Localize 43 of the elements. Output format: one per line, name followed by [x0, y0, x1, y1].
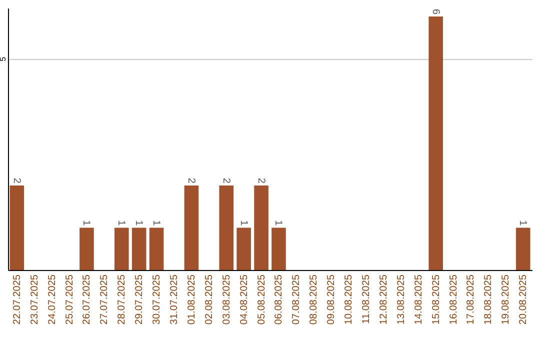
- x-tick-label: 05.08.2025: [256, 274, 268, 325]
- x-tick-label: 15.08.2025: [430, 274, 442, 325]
- data-label: 1: [238, 220, 249, 226]
- x-tick-label: 26.07.2025: [82, 274, 93, 325]
- x-tick-label: 03.08.2025: [221, 274, 232, 325]
- x-tick-label: 23.07.2025: [29, 274, 40, 325]
- x-tick-label: 30.07.2025: [152, 274, 163, 325]
- data-label: 2: [255, 178, 266, 184]
- x-tick-label: 11.08.2025: [361, 274, 372, 324]
- x-tick-label: 02.08.2025: [204, 274, 215, 325]
- x-tick-label: 22.07.2025: [12, 274, 23, 325]
- x-tick-label: 19.08.2025: [500, 274, 512, 325]
- y-tick-label: 5: [0, 56, 8, 62]
- x-tick-label: 12.08.2025: [378, 274, 390, 325]
- data-label: 1: [150, 220, 162, 226]
- x-tick-label: 29.07.2025: [134, 274, 146, 325]
- x-tick-label: 28.07.2025: [116, 274, 128, 325]
- data-label: 2: [220, 178, 232, 184]
- data-label: 1: [517, 220, 528, 226]
- x-tick-label: 04.08.2025: [238, 274, 250, 325]
- data-label: 1: [272, 220, 284, 226]
- x-tick-label: 17.08.2025: [466, 274, 477, 325]
- x-tick-label: 01.08.2025: [186, 274, 198, 325]
- data-label: 1: [116, 220, 127, 226]
- data-label: 1: [80, 220, 92, 226]
- x-tick-label: 18.08.2025: [483, 274, 494, 325]
- x-tick-label: 14.08.2025: [413, 274, 424, 325]
- x-tick-label: 24.07.2025: [46, 274, 58, 325]
- data-label: 6: [430, 8, 441, 15]
- x-tick-label: 07.08.2025: [291, 274, 302, 325]
- data-label: 2: [10, 178, 22, 184]
- x-tick-label: 08.08.2025: [308, 274, 320, 325]
- x-tick-label: 10.08.2025: [344, 274, 355, 325]
- x-tick-label: 13.08.2025: [396, 274, 407, 325]
- data-label: 1: [133, 220, 144, 226]
- x-tick-label: 20.08.2025: [518, 274, 530, 325]
- x-tick-label: 25.07.2025: [64, 274, 76, 325]
- data-label: 2: [185, 178, 196, 184]
- x-tick-label: 06.08.2025: [274, 274, 285, 325]
- x-tick-label: 09.08.2025: [326, 274, 338, 325]
- x-tick-label: 16.08.2025: [448, 274, 460, 325]
- x-tick-label: 27.07.2025: [99, 274, 110, 325]
- x-tick-label: 31.07.2025: [168, 274, 180, 325]
